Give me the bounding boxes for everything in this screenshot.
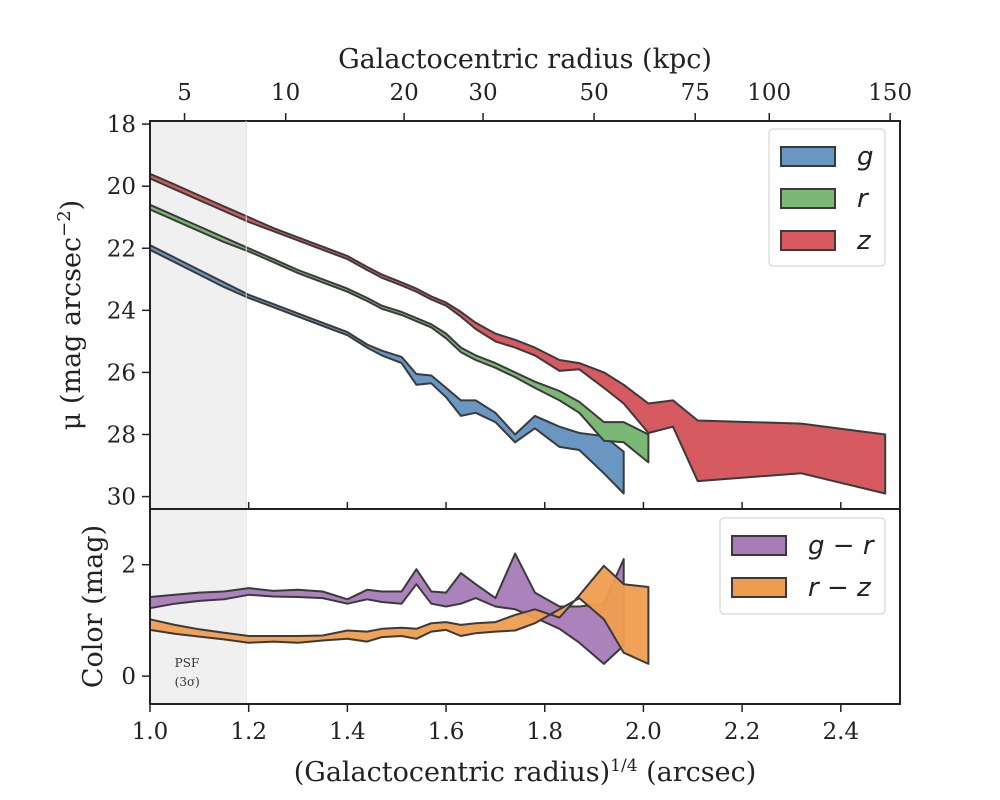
kpc-tick-label: 150: [868, 80, 912, 106]
y-label-exponent: −2: [54, 210, 75, 237]
bottom-panel-frame: [149, 508, 901, 705]
y-tick-label: 18: [107, 112, 136, 138]
x-tick-label: 2.2: [724, 719, 761, 745]
psf-shaded-region-color: [150, 509, 247, 704]
legend-swatch: [780, 230, 836, 251]
legend-swatch: [780, 146, 836, 167]
x-tick-label: 1.8: [526, 719, 563, 745]
y-tick-label: 20: [107, 174, 136, 200]
x-label-exponent: 1/4: [610, 756, 637, 776]
y-tick-label: 28: [107, 423, 136, 449]
kpc-tick-label: 50: [579, 80, 608, 106]
kpc-axis-ticks: 5 10 20 30 50 75 100 150: [177, 80, 912, 121]
kpc-tick-label: 100: [747, 80, 791, 106]
x-tick-label: 1.0: [132, 719, 169, 745]
legend-swatch: [731, 535, 787, 556]
legend-swatch: [780, 188, 836, 209]
kpc-tick-label: 20: [389, 80, 418, 106]
psf-sigma-annotation: (3σ): [175, 675, 200, 689]
legend-label: g: [857, 142, 874, 172]
color-y-tick-label: 2: [121, 553, 136, 579]
y-label-close: ): [56, 200, 87, 211]
x-axis-ticks: 1.0 1.2 1.4 1.6 1.8 2.0 2.2 2.4: [132, 704, 859, 745]
color-y-axis-title: Color (mag): [78, 525, 109, 688]
x-tick-label: 2.0: [625, 719, 662, 745]
band-r: [149, 203, 650, 464]
band-g: [149, 244, 625, 495]
kpc-tick-label: 30: [468, 80, 497, 106]
band-legend: grz: [768, 128, 886, 267]
top-y-axis-ticks: 18 20 22 24 26 28 30: [107, 112, 150, 511]
y-tick-label: 26: [107, 360, 136, 386]
x-tick-label: 1.6: [428, 719, 465, 745]
y-tick-label: 22: [107, 236, 136, 262]
y-tick-label: 30: [107, 485, 136, 511]
color-legend: g − r r − z: [719, 517, 886, 615]
color-band-r-z: [149, 564, 650, 665]
kpc-axis-title: Galactocentric radius (kpc): [338, 44, 712, 75]
color-bands: [149, 552, 650, 665]
psf-annotation: PSF: [175, 656, 200, 670]
color-panel: 02 1.0 1.2 1.4 1.6 1.8 2.0 2.2 2.4 Color (mag) …: [78, 508, 901, 788]
legend-label: z: [856, 226, 872, 256]
x-tick-label: 2.4: [823, 719, 860, 745]
color-y-axis-ticks: 02: [121, 553, 150, 690]
legend-label: g − r: [808, 531, 876, 561]
legend-label: r − z: [808, 573, 872, 603]
kpc-tick-label: 5: [177, 80, 192, 106]
x-tick-label: 1.2: [230, 719, 267, 745]
kpc-tick-label: 10: [271, 80, 300, 106]
color-y-tick-label: 0: [121, 664, 136, 690]
y-tick-label: 24: [107, 298, 136, 324]
legend-label: r: [857, 184, 870, 214]
band-z: [149, 172, 887, 495]
surface-brightness-bands: [149, 172, 887, 495]
surface-brightness-y-axis-title: μ (mag arcsec−2): [54, 200, 88, 430]
top-panel-bottom-ticks: [149, 502, 842, 509]
x-label-unit: (arcsec): [638, 757, 757, 788]
kpc-tick-label: 75: [681, 80, 710, 106]
x-label-main: (Galactocentric radius): [294, 757, 610, 788]
y-label-main: μ (mag arcsec: [56, 237, 87, 430]
x-axis-title: (Galactocentric radius)1/4 (arcsec): [294, 756, 757, 788]
legend-swatch: [731, 577, 787, 598]
x-tick-label: 1.4: [329, 719, 366, 745]
